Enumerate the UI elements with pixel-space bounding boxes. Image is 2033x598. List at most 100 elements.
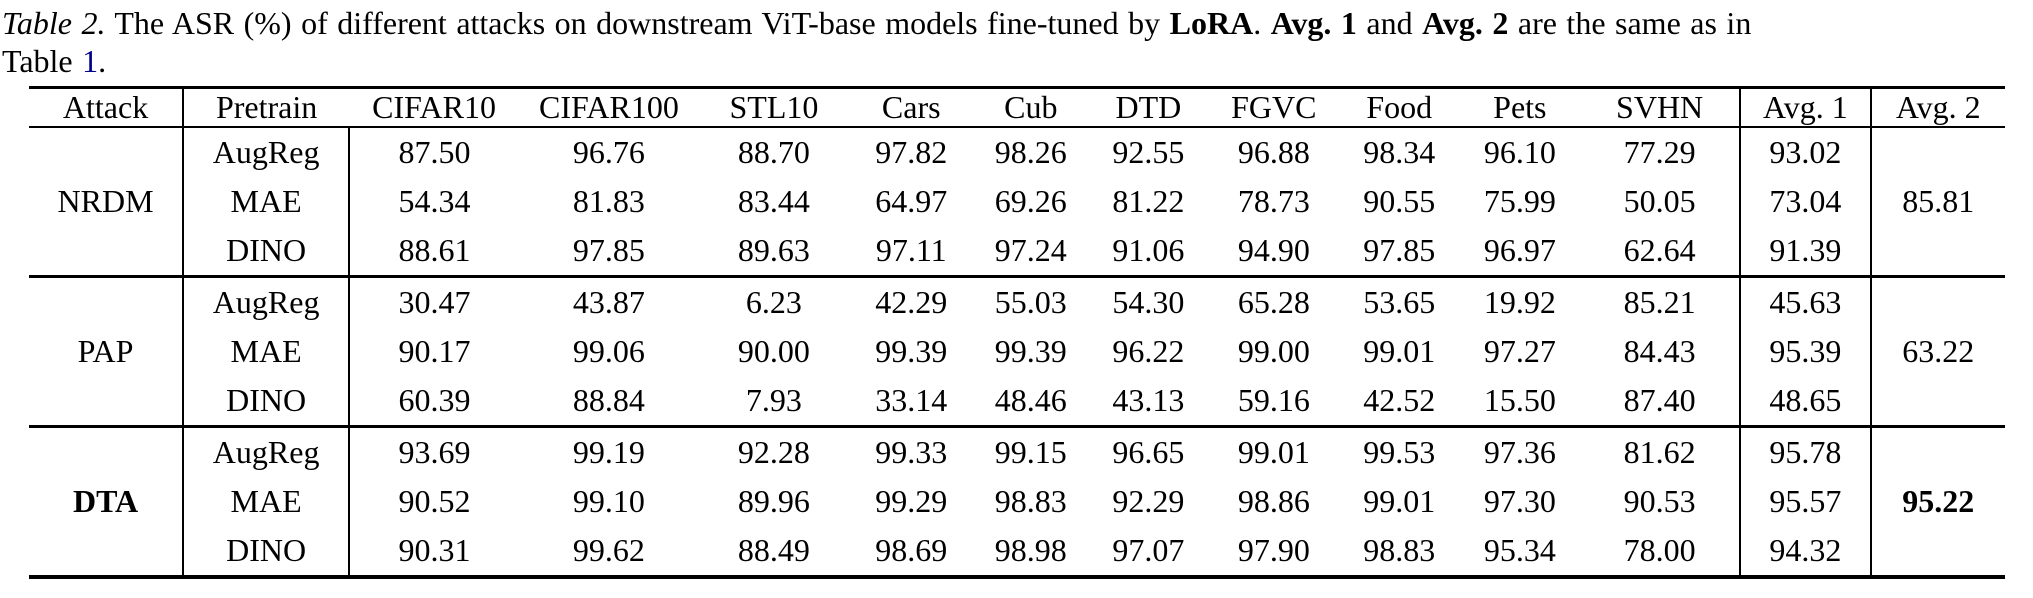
table-row: MAE 90.52 99.10 89.96 99.29 98.83 92.29 98.86 99… [29,477,2005,526]
asr-value-cell: 6.23 [745,284,802,320]
asr-value-cell: 96.97 [1483,232,1556,268]
asr-value-cell: 98.26 [994,134,1067,170]
pretrain-label: DINO [182,376,350,427]
asr-value-cell: 97.90 [1237,532,1310,568]
header-cell-cifar10: CIFAR10 [372,89,496,125]
caption-text-segment: and [1356,5,1423,41]
asr-value-cell: 48.46 [994,382,1067,418]
avg1-value-cell: 94.32 [1739,526,1871,577]
attack-group-dta: DTA AugReg 93.69 99.19 92.28 99.33 99.15 96.65 9… [29,426,2005,577]
table-row: DTA AugReg 93.69 99.19 92.28 99.33 99.15 96.65 9… [29,426,2005,577]
table-row: DINO 90.31 99.62 88.49 98.69 98.98 97.07 97.90 9… [29,526,2005,577]
asr-value-cell: 99.19 [572,434,645,470]
asr-value-cell: 83.44 [737,183,810,219]
asr-value-cell: 98.98 [994,532,1067,568]
caption-line-1: Table 2. The ASR (%) of different attack… [2,4,2033,42]
asr-value-cell: 88.70 [737,134,810,170]
asr-value-cell: 97.36 [1483,434,1556,470]
header-cell-food: Food [1366,89,1433,125]
attack-label: NRDM [57,183,154,219]
asr-value-cell: 50.05 [1623,183,1696,219]
asr-value-cell: 90.53 [1623,483,1696,519]
asr-value-cell: 97.82 [875,134,948,170]
asr-value-cell: 42.52 [1363,382,1436,418]
pretrain-label: DINO [182,226,350,277]
asr-value-cell: 85.21 [1623,284,1696,320]
asr-value-cell: 89.96 [737,483,810,519]
asr-value-cell: 64.97 [875,183,948,219]
table-header: Attack Pretrain CIFAR10 CIFAR100 STL10 Cars Cu… [29,87,2005,127]
attack-group-nrdm: NRDM AugReg 87.50 96.76 88.70 97.82 98.26 92.55… [29,127,2005,277]
asr-value-cell: 97.30 [1483,483,1556,519]
asr-value-cell: 33.14 [875,382,948,418]
asr-value-cell: 62.64 [1623,232,1696,268]
caption-text-segment: are the same as in [1508,5,1752,41]
asr-value-cell: 81.62 [1623,434,1696,470]
asr-value-cell: 96.88 [1237,134,1310,170]
asr-value-cell: 93.69 [348,426,520,477]
asr-value-cell: 99.01 [1363,483,1436,519]
asr-value-cell: 99.39 [994,333,1067,369]
asr-value-cell: 60.39 [348,376,520,427]
asr-value-cell: 78.73 [1237,183,1310,219]
asr-value-cell: 81.22 [1112,183,1185,219]
asr-value-cell: 99.29 [875,483,948,519]
asr-value-cell: 7.93 [745,382,802,418]
asr-value-cell: 97.85 [572,232,645,268]
table-row: MAE 54.34 81.83 83.44 64.97 69.26 81.22 78.73 90… [29,177,2005,226]
pretrain-label: DINO [182,526,350,577]
asr-value-cell: 69.26 [994,183,1067,219]
asr-value-cell: 55.03 [994,284,1067,320]
asr-value-cell: 42.29 [875,284,948,320]
asr-value-cell: 59.16 [1237,382,1310,418]
table1-ref-link[interactable]: 1 [82,43,99,79]
header-cell-cars: Cars [881,89,941,125]
table-header-row: Attack Pretrain CIFAR10 CIFAR100 STL10 Cars Cu… [29,87,2005,127]
pretrain-label: MAE [182,177,350,226]
table-row: PAP AugReg 30.47 43.87 6.23 42.29 55.03 54.30 65… [29,276,2005,427]
avg2-value-cell: 85.81 [1869,127,2005,277]
asr-value-cell: 75.99 [1483,183,1556,219]
avg1-value-cell: 73.04 [1739,177,1871,226]
caption-text-segment: Table [2,43,83,79]
header-cell-cub: Cub [1004,89,1058,125]
table-row: DINO 60.39 88.84 7.93 33.14 48.46 43.13 59.16 42… [29,376,2005,427]
header-cell-avg-1: Avg. 1 [1739,87,1871,127]
header-cell-attack: Attack [62,89,149,125]
header-cell-avg-2: Avg. 2 [1869,87,2005,127]
asr-value-cell: 65.28 [1237,284,1310,320]
pretrain-label: AugReg [182,426,350,477]
attack-label: DTA [72,483,139,519]
table-row: MAE 90.17 99.06 90.00 99.39 99.39 96.22 99.00 99… [29,327,2005,376]
asr-value-cell: 78.00 [1623,532,1696,568]
header-cell-pets: Pets [1493,89,1547,125]
asr-value-cell: 89.63 [737,232,810,268]
asr-value-cell: 87.50 [348,127,520,177]
caption-text-segment: Table 2. [2,5,106,41]
asr-value-cell: 94.90 [1237,232,1310,268]
avg2-value-cell: 95.22 [1869,426,2005,577]
asr-value-cell: 88.61 [348,226,520,277]
asr-value-cell: 98.83 [1363,532,1436,568]
asr-value-cell: 92.29 [1112,483,1185,519]
pretrain-label: AugReg [182,276,350,327]
asr-value-cell: 88.49 [737,532,810,568]
asr-value-cell: 90.17 [348,327,520,376]
asr-value-cell: 88.84 [572,382,645,418]
asr-value-cell: 98.69 [875,532,948,568]
asr-value-cell: 96.65 [1112,434,1185,470]
results-table: Attack Pretrain CIFAR10 CIFAR100 STL10 Cars Cu… [29,86,2005,579]
header-cell-stl10: STL10 [729,89,819,125]
asr-value-cell: 43.13 [1112,382,1185,418]
asr-value-cell: 98.83 [994,483,1067,519]
header-cell-pretrain: Pretrain [182,87,350,127]
asr-value-cell: 99.53 [1363,434,1436,470]
avg1-value-cell: 48.65 [1739,376,1871,427]
pretrain-label: MAE [182,327,350,376]
asr-value-cell: 99.06 [572,333,645,369]
header-cell-cifar100: CIFAR100 [538,89,679,125]
pretrain-label: AugReg [182,127,350,177]
table-row: NRDM AugReg 87.50 96.76 88.70 97.82 98.26 92.55… [29,127,2005,277]
table-row: DINO 88.61 97.85 89.63 97.11 97.24 91.06 94.90 9… [29,226,2005,277]
